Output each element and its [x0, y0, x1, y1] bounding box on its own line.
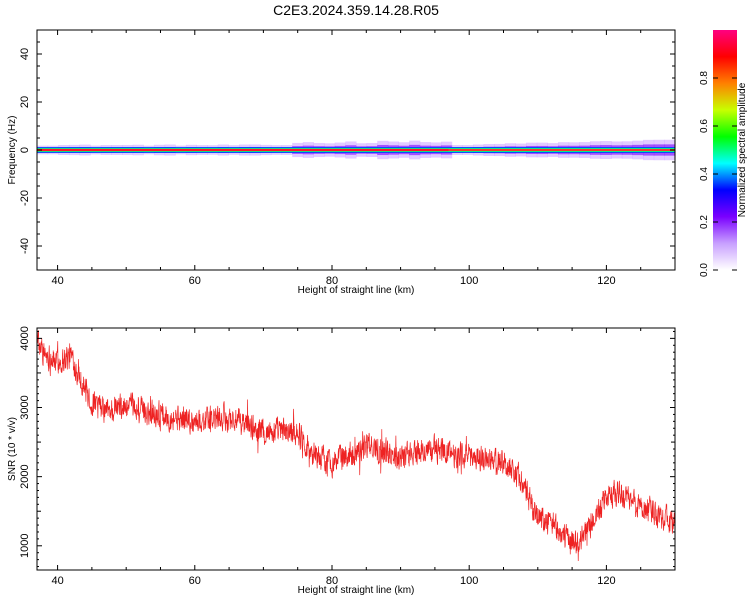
spectrogram-panel: 40 60 80 100 120 -40 -20 0 20 40 Height of straigh…	[7, 29, 676, 296]
colorbar-gradient	[713, 30, 737, 270]
colorbar: 0.0 0.2 0.4 0.6 0.8 Normalized spectral ampli…	[699, 30, 748, 277]
spectrogram-axes: 40 60 80 100 120 -40 -20 0 20 40 Height of straigh…	[7, 29, 676, 296]
snr-axes: 40 60 80 100 120 1000 2000 3000 4000 Height of st…	[7, 326, 676, 596]
x-axis-label: Height of straight line (km)	[298, 285, 415, 296]
x-axis-label: Height of straight line (km)	[298, 585, 415, 596]
figure-title: C2E3.2024.359.14.28.R05	[273, 2, 439, 18]
y-tick-label: 20	[19, 96, 31, 108]
snr-background	[37, 328, 675, 570]
spectrogram-band	[37, 139, 676, 161]
y-tick-label: -20	[19, 190, 31, 206]
x-tick-label: 120	[597, 275, 615, 287]
y-tick-label: 40	[19, 48, 31, 60]
snr-series-line	[37, 330, 675, 562]
x-tick-label: 40	[51, 275, 63, 287]
x-tick-label: 80	[326, 275, 338, 287]
x-tick-label: 100	[460, 575, 478, 587]
x-tick-label: 100	[460, 275, 478, 287]
y-axis-label: Frequency (Hz)	[7, 116, 18, 185]
x-tick-label: 80	[326, 575, 338, 587]
x-tick-label: 60	[189, 275, 201, 287]
y-tick-label: 2000	[19, 464, 31, 488]
colorbar-tick-label: 0.2	[699, 215, 710, 229]
x-tick-label: 60	[189, 575, 201, 587]
y-tick-label: 0	[19, 147, 31, 153]
colorbar-tick-label: 0.8	[699, 71, 710, 85]
x-tick-label: 120	[597, 575, 615, 587]
colorbar-tick-label: 0.4	[699, 167, 710, 181]
y-tick-label: 3000	[19, 395, 31, 419]
colorbar-label: Normalized spectral amplitude	[737, 82, 748, 217]
snr-panel: 40 60 80 100 120 1000 2000 3000 4000 Height of st…	[7, 326, 676, 596]
y-tick-label: 1000	[19, 534, 31, 558]
colorbar-tick-label: 0.0	[699, 263, 710, 277]
colorbar-tick-label: 0.6	[699, 119, 710, 133]
y-axis-label: SNR (10 * v/v)	[7, 417, 18, 481]
y-tick-label: 4000	[19, 326, 31, 350]
y-tick-label: -40	[19, 238, 31, 254]
x-tick-label: 40	[51, 575, 63, 587]
